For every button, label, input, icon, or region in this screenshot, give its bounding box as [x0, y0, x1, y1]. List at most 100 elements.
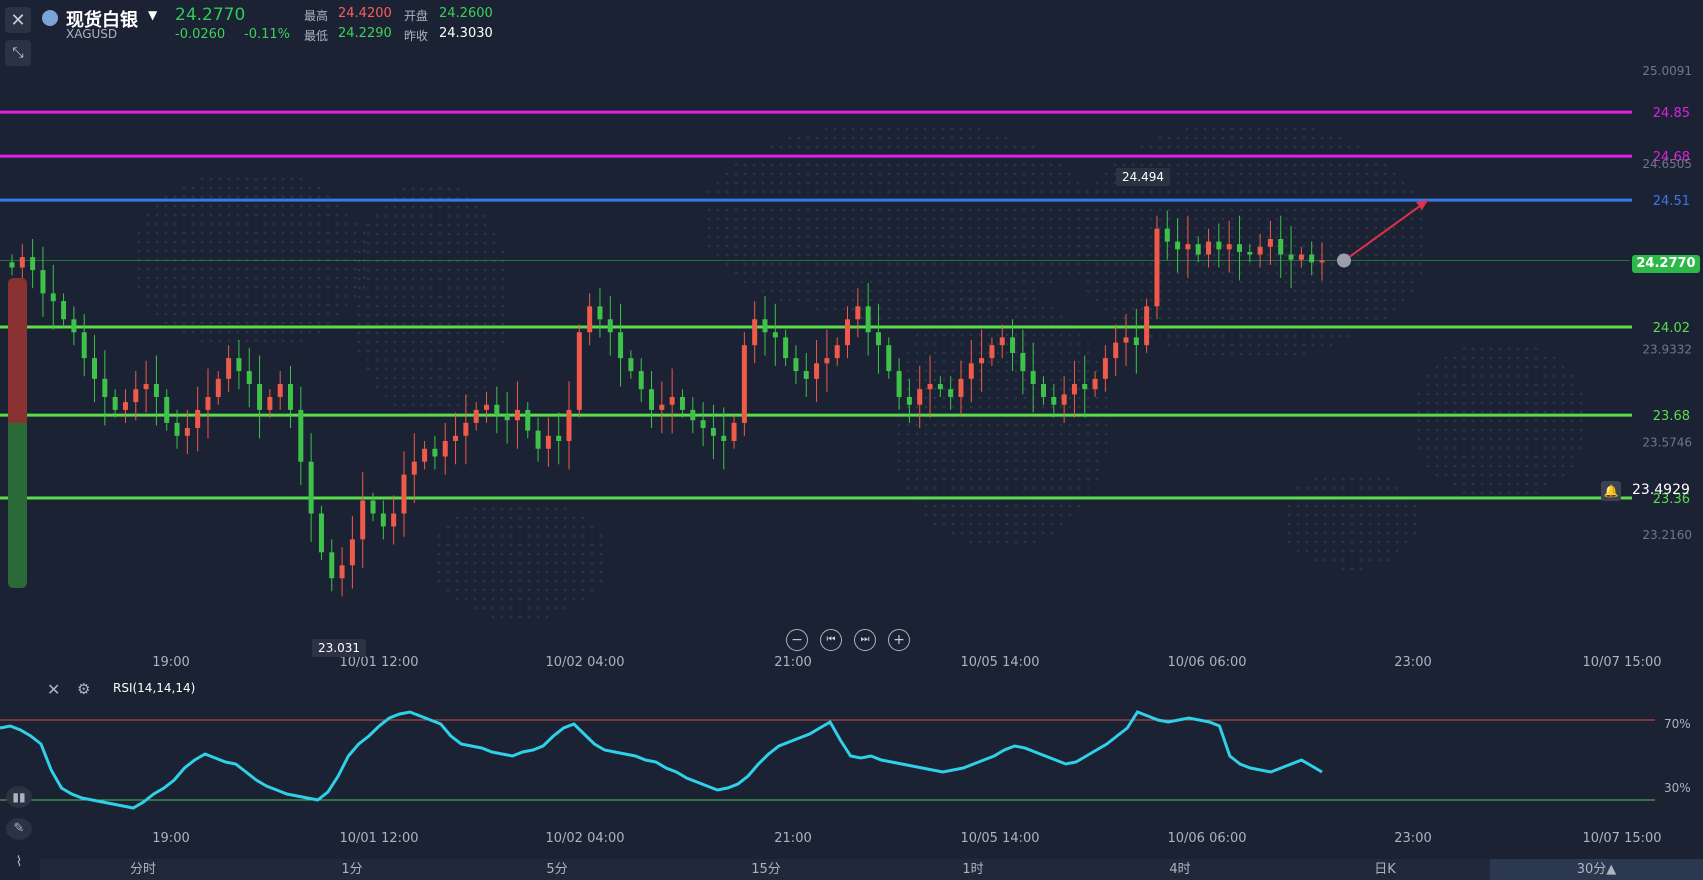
candle-body — [834, 345, 840, 359]
candle-body — [329, 552, 335, 579]
candle-body — [370, 500, 376, 514]
instrument-symbol: XAGUSD — [66, 27, 118, 41]
time-tick-label: 21:00 — [774, 831, 811, 846]
projection-arrow[interactable] — [1349, 199, 1429, 258]
candle-body — [1113, 342, 1119, 359]
candle-body — [19, 257, 25, 268]
close-button[interactable]: ✕ — [5, 7, 31, 33]
price-axis: 25.0091 24.6505 23.9332 23.5746 23.2160 — [1642, 64, 1692, 542]
candle-body — [545, 435, 551, 449]
candle-body — [1298, 254, 1304, 260]
candle-body — [875, 332, 881, 346]
tab-tick[interactable]: 分时 — [129, 862, 156, 877]
tab-30min[interactable]: 30分▲ — [1490, 859, 1703, 880]
candle-body — [1030, 371, 1036, 385]
tab-daily[interactable]: 日K — [1374, 862, 1396, 877]
pen-tool-icon[interactable]: ✎ — [6, 818, 32, 840]
candle-body — [948, 389, 954, 397]
candle-body — [669, 396, 675, 405]
candle-body — [1319, 260, 1325, 263]
candle-body — [855, 306, 861, 320]
candle-body — [349, 539, 355, 566]
open-value: 24.2600 — [439, 6, 493, 21]
candle-body — [824, 358, 830, 364]
level-line-label: 23.36 — [1653, 492, 1690, 507]
candle-body — [422, 448, 428, 462]
candle-body — [731, 422, 737, 441]
horizontal-lines[interactable]: 24.85 24.68 24.51 24.02 23.68 23.36 — [0, 106, 1690, 507]
candle-tool-icon[interactable]: ▮▮ — [6, 786, 32, 808]
high-annotation: 24.494 — [1116, 168, 1170, 186]
candle-body — [906, 396, 912, 405]
tab-4h[interactable]: 4时 — [1169, 862, 1191, 877]
scroll-end-button[interactable]: ⏭ — [854, 629, 876, 651]
zoom-out-button[interactable]: − — [786, 629, 808, 651]
candle-body — [277, 384, 283, 397]
candle-body — [587, 306, 593, 333]
candle-body — [690, 409, 696, 421]
indicator-tool-icon[interactable]: ⌇ — [15, 854, 23, 870]
candle-body — [71, 319, 77, 333]
rsi-panel — [0, 710, 1655, 810]
rsi-close-icon[interactable]: ✕ — [47, 680, 61, 699]
candle-body — [504, 415, 510, 421]
candle-body — [1309, 254, 1315, 263]
collapse-button[interactable]: ⤡ — [5, 40, 31, 66]
level-line-label: 23.68 — [1653, 409, 1690, 424]
bell-icon[interactable]: 🔔 — [1601, 481, 1621, 501]
tab-5min[interactable]: 5分 — [546, 862, 568, 877]
tab-15min[interactable]: 15分 — [751, 862, 781, 877]
candle-body — [772, 332, 778, 338]
candle-body — [473, 409, 479, 423]
candle-body — [1206, 241, 1212, 255]
candle-body — [133, 389, 139, 403]
candle-body — [649, 389, 655, 410]
scroll-start-button[interactable]: ⏮ — [820, 629, 842, 651]
candle-body — [958, 378, 964, 397]
instrument-title[interactable]: 现货白银 — [66, 10, 138, 31]
candle-body — [741, 345, 747, 423]
candle-body — [112, 396, 118, 410]
tab-1min[interactable]: 1分 — [341, 862, 363, 877]
world-map-dots — [137, 127, 1583, 619]
tab-1h[interactable]: 1时 — [962, 862, 984, 877]
arrow-head — [1416, 200, 1428, 211]
time-tick-label: 10/07 15:00 — [1582, 655, 1661, 670]
price-tick-label: 25.0091 — [1642, 64, 1692, 78]
candle-body — [1020, 352, 1026, 372]
candle-body — [30, 257, 36, 271]
zoom-in-button[interactable]: + — [888, 629, 910, 651]
candle-body — [886, 345, 892, 372]
candle-body — [1071, 384, 1077, 395]
candle-body — [618, 332, 624, 359]
candle-body — [1195, 244, 1201, 255]
candle-body — [453, 435, 459, 441]
rsi-settings-gear-icon[interactable]: ⚙ — [77, 680, 91, 698]
candle-body — [628, 358, 634, 372]
candle-body — [483, 404, 489, 410]
candle-body — [318, 513, 324, 553]
candle-body — [1267, 239, 1273, 247]
candle-body — [494, 404, 500, 416]
candle-body — [1236, 244, 1242, 252]
silver-logo-icon — [42, 10, 58, 26]
candle-body — [803, 371, 809, 379]
sentiment-bar-sell — [8, 278, 27, 423]
alert-price[interactable]: 23.4929 — [1632, 482, 1690, 498]
candle-body — [288, 384, 294, 410]
candle-body — [1216, 241, 1222, 250]
info-marker-icon[interactable] — [1337, 253, 1351, 268]
candle-body — [1164, 228, 1170, 242]
price-tick-label: 23.2160 — [1642, 528, 1692, 542]
candle-body — [432, 448, 438, 457]
candle-body — [752, 319, 758, 346]
candle-body — [442, 440, 448, 457]
candle-body — [999, 337, 1005, 346]
candle-body — [1010, 337, 1016, 353]
dropdown-caret-icon[interactable]: ▼ — [148, 8, 158, 22]
high-value: 24.4200 — [338, 6, 392, 21]
candle-body — [927, 384, 933, 390]
candle-body — [1278, 239, 1284, 255]
